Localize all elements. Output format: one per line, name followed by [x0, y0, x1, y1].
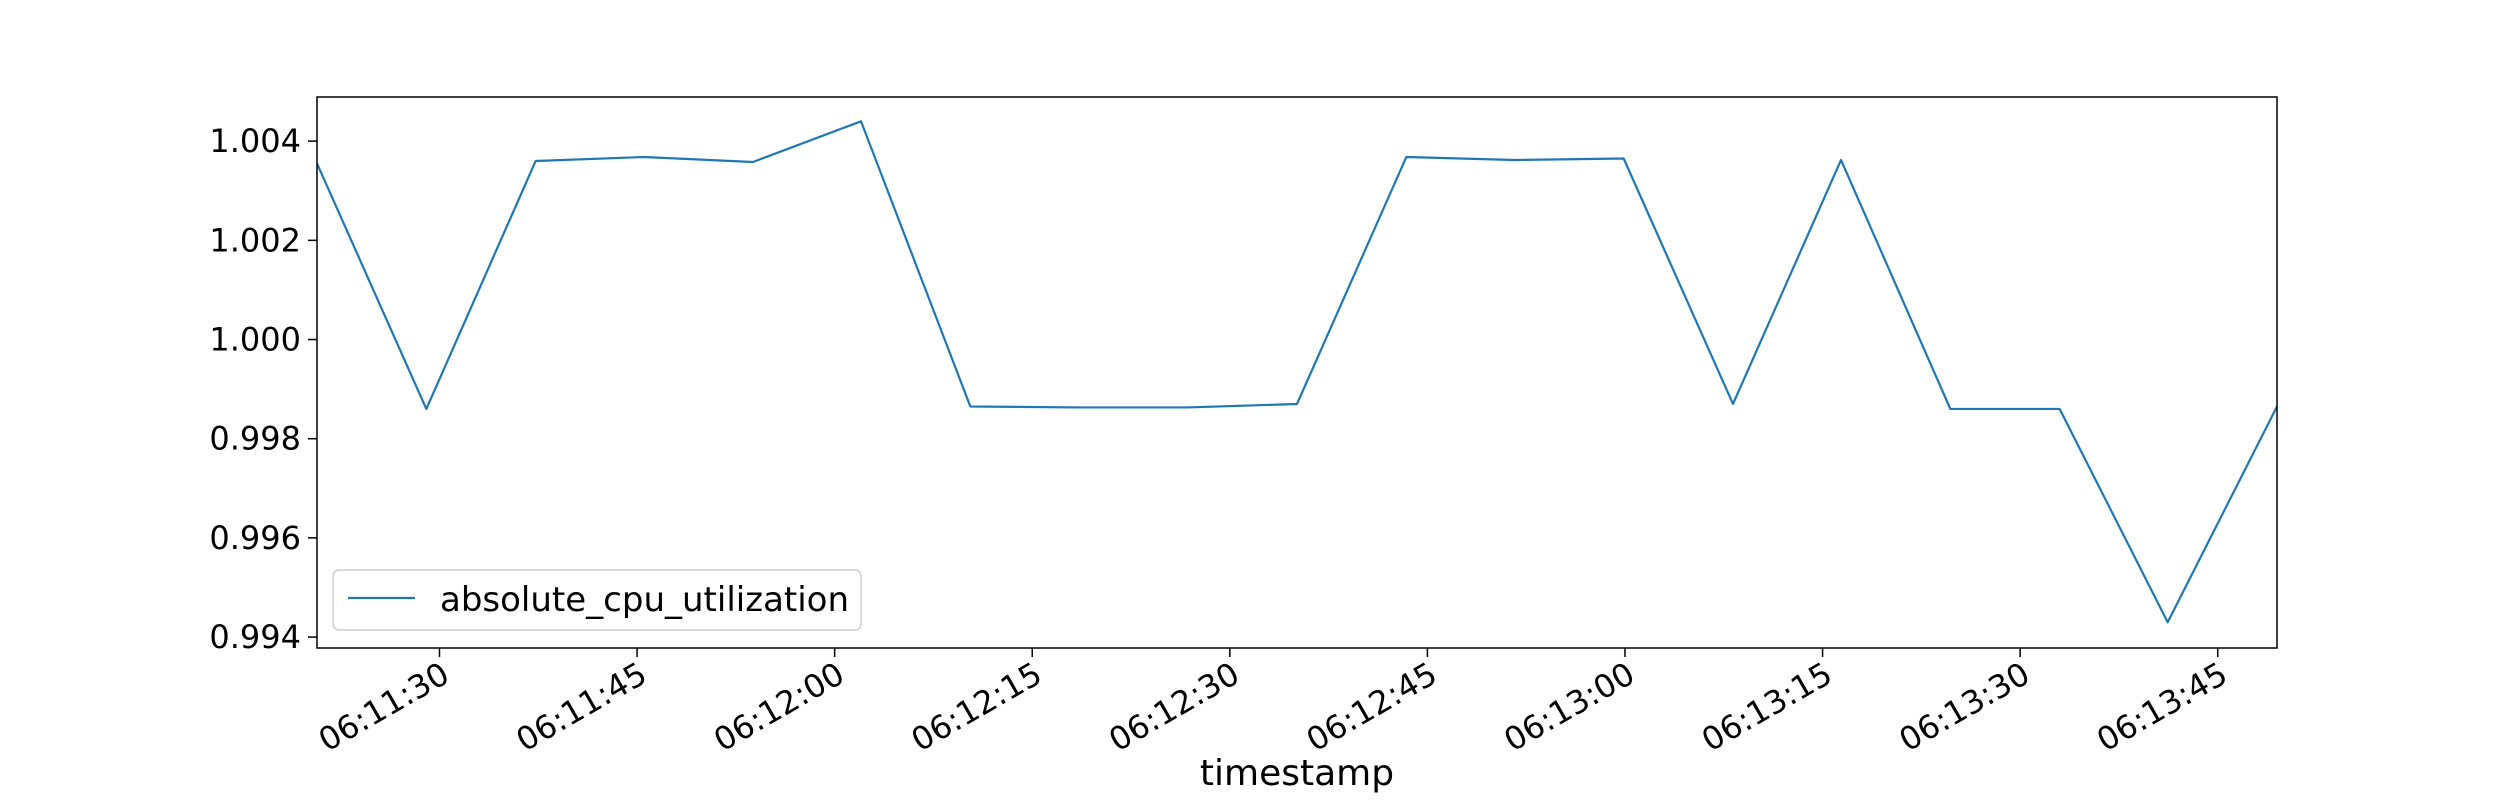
y-axis: 0.994 0.996 0.998 1.000 1.002 1.004: [209, 122, 317, 656]
x-tick-label: 06:13:30: [1893, 654, 2036, 759]
y-tick-label: 0.994: [209, 618, 301, 656]
y-tick-label: 1.002: [209, 221, 301, 259]
x-tick-label: 06:11:30: [312, 654, 455, 759]
x-tick-label: 06:12:00: [707, 654, 850, 759]
legend-label-absolute-cpu-utilization: absolute_cpu_utilization: [440, 580, 849, 620]
x-tick-label: 06:12:15: [905, 654, 1048, 759]
x-tick-label: 06:13:15: [1695, 654, 1838, 759]
y-tick-label: 1.004: [209, 122, 301, 160]
x-tick-label: 06:12:30: [1102, 654, 1245, 759]
legend-box: [332, 569, 862, 631]
series-line-absolute-cpu-utilization: [317, 120, 2277, 624]
y-tick-label: 1.000: [209, 321, 301, 359]
plot-frame: [316, 96, 2278, 649]
x-tick-label: 06:11:45: [510, 654, 653, 759]
x-tick-label: 06:13:45: [2090, 654, 2233, 759]
plot-area: [316, 96, 2278, 649]
y-tick-label: 0.996: [209, 519, 301, 557]
x-tick-label: 06:12:45: [1300, 654, 1443, 759]
x-tick-label: 06:13:00: [1498, 654, 1641, 759]
y-tick-label: 0.998: [209, 420, 301, 458]
x-axis: 06:11:30 06:11:45 06:12:00 06:12:15 06:12:30…: [312, 648, 2234, 759]
x-axis-title: timestamp: [1200, 753, 1394, 794]
legend: absolute_cpu_utilization: [332, 569, 862, 631]
